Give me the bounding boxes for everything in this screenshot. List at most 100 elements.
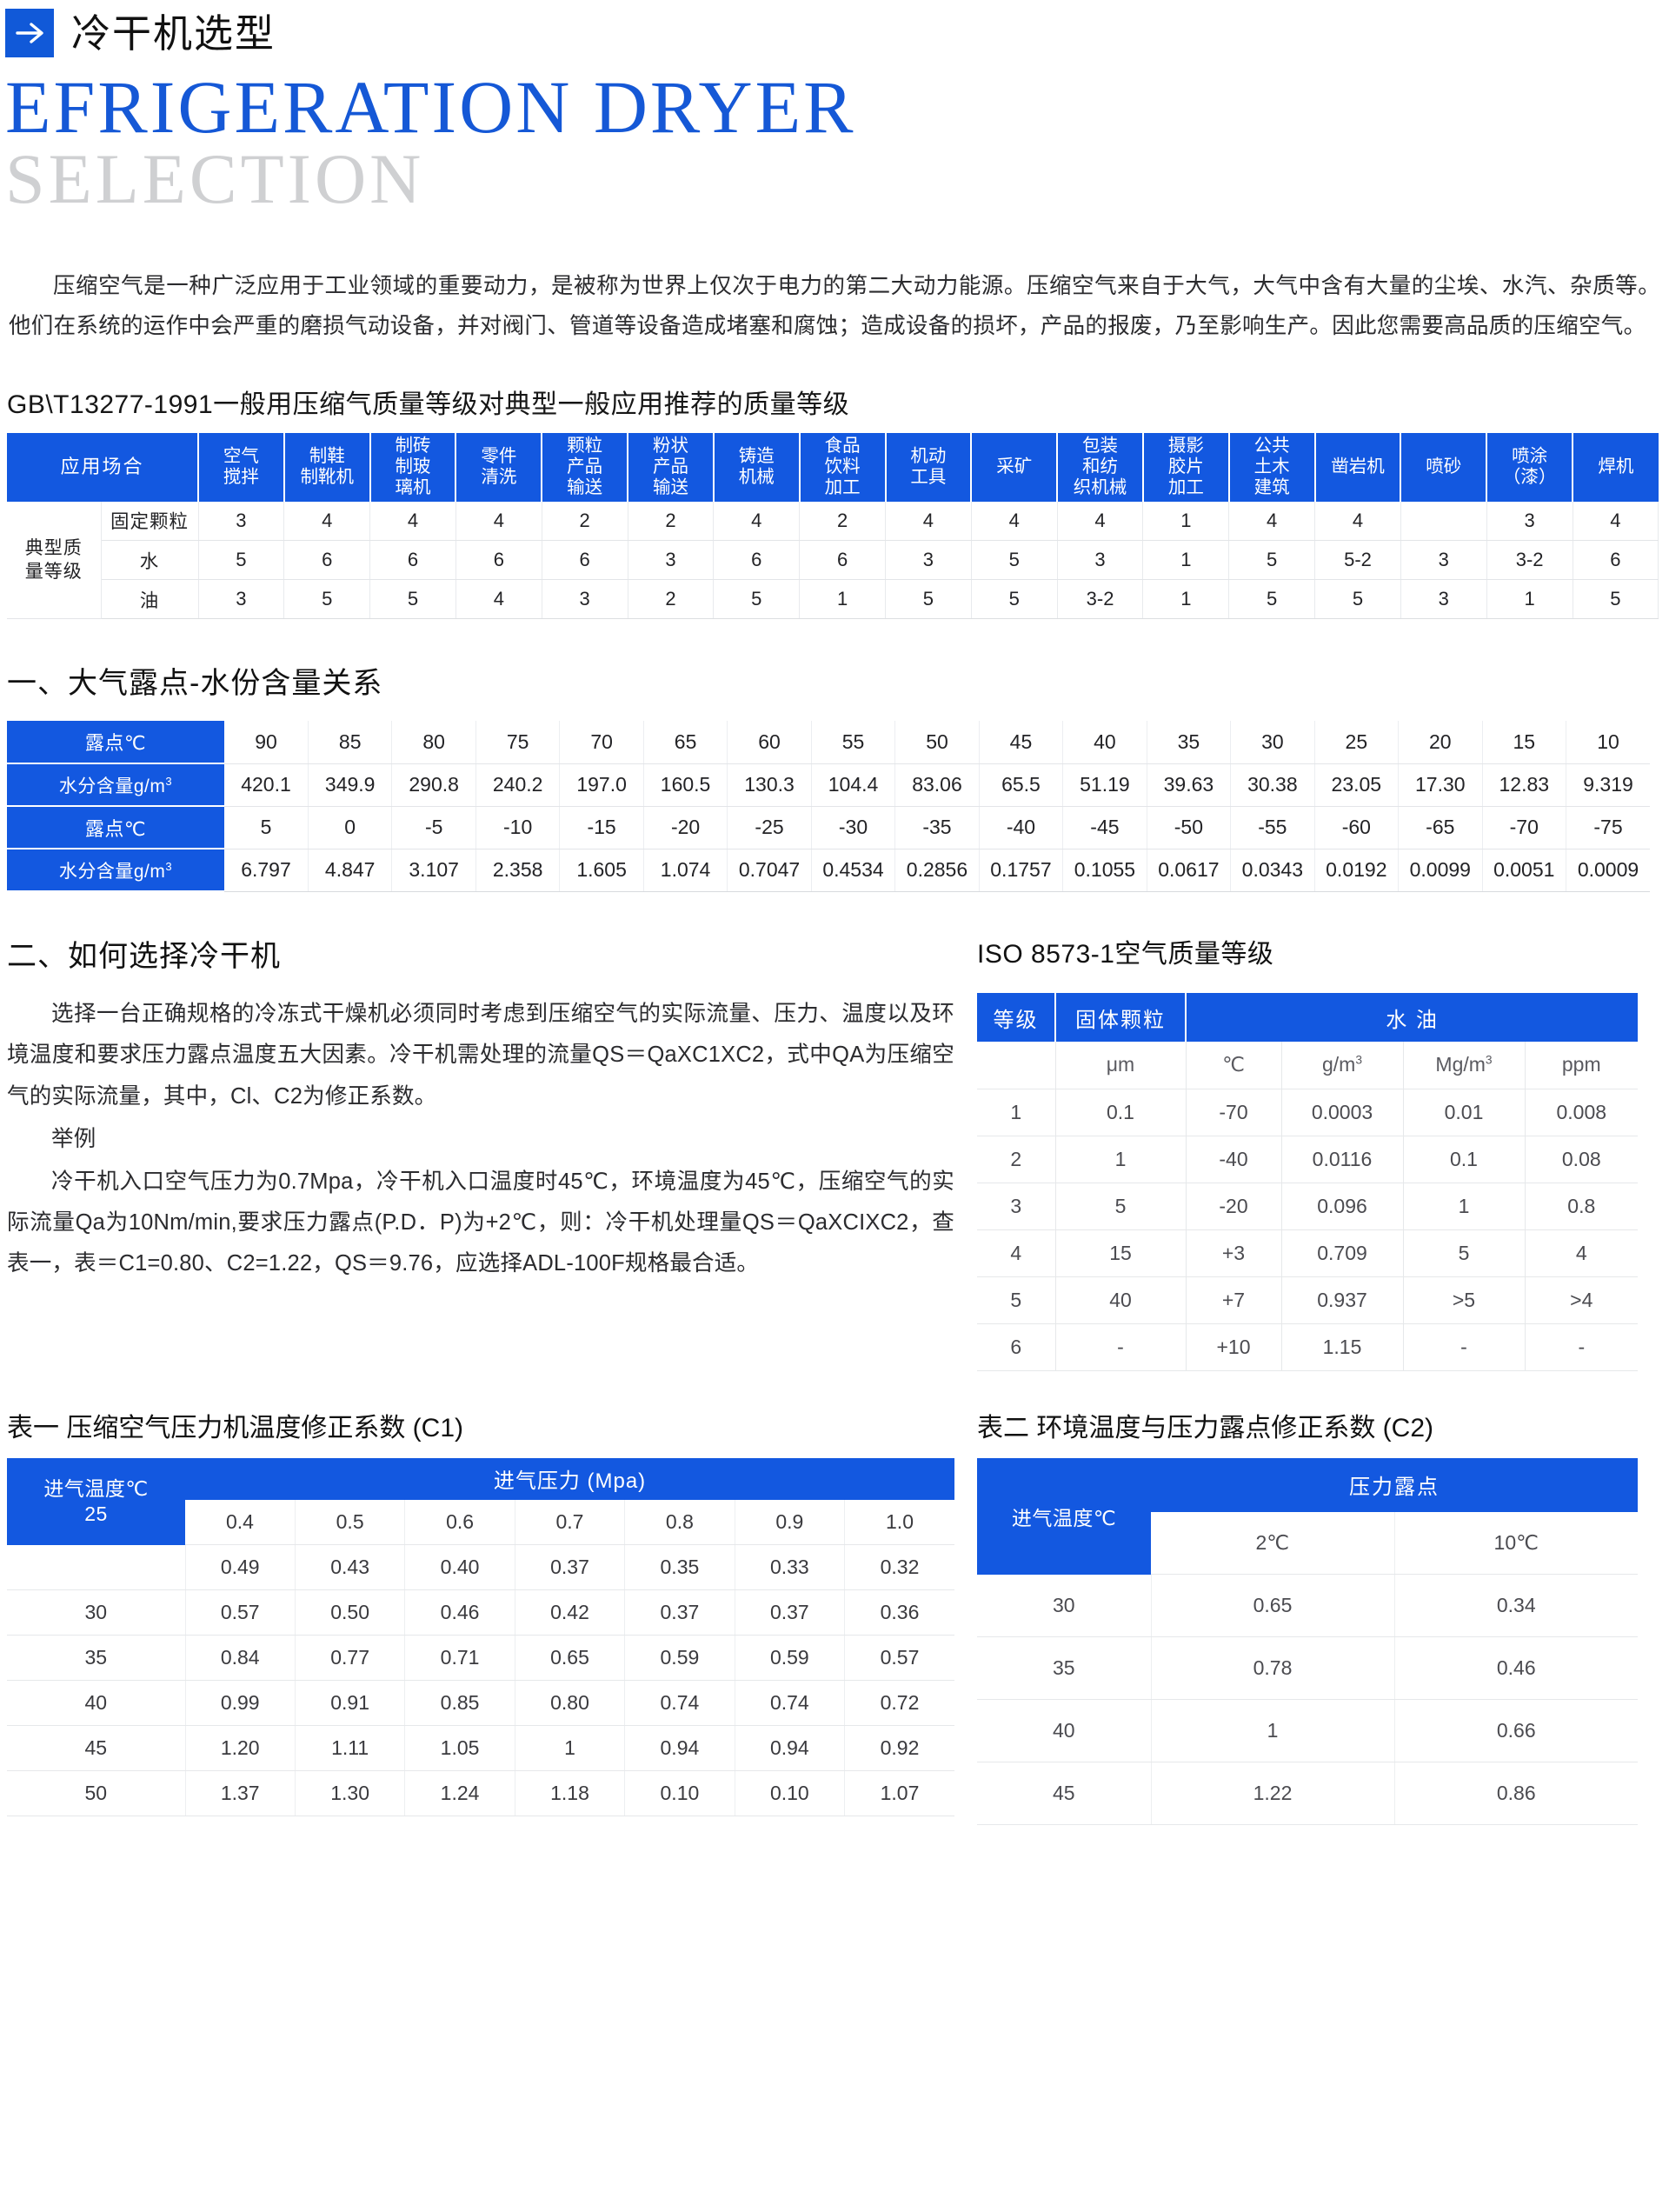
cell: 0.1055	[1062, 849, 1147, 892]
cell: 5	[369, 579, 456, 620]
cell: 0.10	[735, 1770, 846, 1817]
cell: 0.8	[1524, 1183, 1639, 1230]
table-row: 水分含量g/m3 420.1 349.9 290.8 240.2 197.0 160.5 13…	[7, 763, 1650, 808]
table-header-row: 应用场合 空气 搅拌 制鞋 制靴机 制砖 制玻 璃机 零件 清洗 颗粒 产品 输送 粉状 产品 输送 铸造 机械…	[7, 433, 1659, 502]
cell: 5	[971, 540, 1058, 581]
iso-units-row: μm ℃ g/m3 Mg/m3 ppm	[977, 1042, 1639, 1089]
cell: 3	[1486, 501, 1573, 542]
cell: 0.937	[1280, 1276, 1403, 1324]
section-two-heading: 二、如何选择冷干机	[7, 940, 281, 974]
table-row: 1 0.1 -70 0.0003 0.01 0.008	[977, 1089, 1639, 1136]
c2-temp: 30	[977, 1574, 1152, 1638]
cell: 55	[811, 721, 896, 764]
cell: -	[1524, 1323, 1639, 1371]
col-header-13: 公共 土木 建筑	[1228, 433, 1316, 502]
cell: 0.99	[185, 1680, 296, 1727]
table-row: 典型质 量等级 固定颗粒 3 4 4 4 2 2 4 2 4 4 4 1 4 4 3 4	[7, 501, 1659, 620]
cell: 0.7047	[727, 849, 812, 892]
cell: >4	[1524, 1276, 1639, 1324]
cell: 12.83	[1482, 763, 1567, 807]
arrow-right-icon	[5, 9, 54, 57]
cell: 4	[1524, 1229, 1639, 1277]
cell: -45	[1062, 806, 1147, 849]
cell: 0.35	[624, 1544, 735, 1591]
cell: 1.074	[643, 849, 728, 892]
c1-pressure-row: 0.4 0.5 0.6 0.7 0.8 0.9 1.0	[7, 1499, 954, 1546]
cell: 1.22	[1151, 1762, 1395, 1826]
intro-paragraph: 压缩空气是一种广泛应用于工业领域的重要动力，是被称为世界上仅次于电力的第二大动力…	[9, 274, 1660, 338]
cell: 0.0343	[1230, 849, 1315, 892]
cell: 15	[1054, 1229, 1186, 1277]
cell: 290.8	[391, 763, 476, 807]
cell: 85	[308, 721, 393, 764]
cell: -20	[643, 806, 728, 849]
table-row: 4 15 +3 0.709 5 4	[977, 1229, 1639, 1277]
cell: 0.33	[735, 1544, 846, 1591]
section-two-left: 二、如何选择冷干机 选择一台正确规格的冷冻式干燥机必须同时考虑到压缩空气的实际流…	[7, 892, 954, 1286]
cell: 0.85	[404, 1680, 515, 1727]
cell: 51.19	[1062, 763, 1147, 807]
cell: 1.30	[295, 1770, 406, 1817]
cell: 2	[799, 501, 887, 542]
table-row: 3 5 -20 0.096 1 0.8	[977, 1183, 1639, 1230]
cell: 0.0116	[1280, 1136, 1403, 1183]
table-row: 6- +10 1.15- -	[977, 1323, 1639, 1371]
cell: 5	[1228, 579, 1316, 620]
cell: 0.59	[735, 1635, 846, 1682]
cell: 0.34	[1394, 1574, 1638, 1638]
cell: 3	[628, 540, 715, 581]
cell: -55	[1230, 806, 1315, 849]
table-row: 45 1.20 1.11 1.05 1 0.94 0.94 0.92	[7, 1725, 954, 1772]
table-row: 5 40 +7 0.937 >5 >4	[977, 1276, 1639, 1324]
cell: 3	[198, 501, 285, 542]
cell: 5	[971, 579, 1058, 620]
cell: 17.30	[1398, 763, 1483, 807]
table-row: 40 1 0.66	[977, 1699, 1638, 1763]
cell: 0.0009	[1566, 849, 1650, 892]
cell: 3	[542, 579, 628, 620]
c2-header-row: 进气温度℃ 压力露点	[977, 1457, 1638, 1575]
cell: 1	[977, 1089, 1055, 1136]
cell: 0.4534	[811, 849, 896, 892]
table-row: 水 5 6 6 6 6 3 6 6 3 5 3 1 5 5-2 3 3-2 6	[7, 540, 1659, 581]
cell: 1.15	[1280, 1323, 1403, 1371]
c1-temp: 30	[7, 1589, 186, 1636]
cell: 0.1757	[979, 849, 1064, 892]
cell: 2	[628, 501, 715, 542]
c1-pressure-4: 0.7	[515, 1499, 626, 1546]
table-row: 露点℃ 90 85 80 75 70 65 60 55 50 45 40 35 30 25 20 15 10	[7, 721, 1650, 765]
col-header-5: 颗粒 产品 输送	[542, 433, 629, 502]
cell: 3	[1057, 540, 1144, 581]
cell: 6.797	[224, 849, 309, 892]
cell: -70	[1185, 1089, 1281, 1136]
col-header-2: 制鞋 制靴机	[283, 433, 371, 502]
c1-pressure-5: 0.8	[624, 1499, 735, 1546]
cell: 0.37	[624, 1589, 735, 1636]
cell	[1400, 501, 1487, 542]
cell: -5	[391, 806, 476, 849]
col-header-14: 凿岩机	[1314, 433, 1402, 502]
iso-header-row: 等级 固体颗粒 水 油	[977, 993, 1639, 1043]
c2-top-header: 压力露点	[1151, 1457, 1638, 1512]
cell: -30	[811, 806, 896, 849]
cell: 0.0617	[1147, 849, 1232, 892]
cell: 0.0099	[1398, 849, 1483, 892]
page-title: EFRIGERATION DRYER	[5, 65, 856, 149]
c1-pressure-7: 1.0	[844, 1499, 954, 1546]
application-quality-grade-table: 应用场合 空气 搅拌 制鞋 制靴机 制砖 制玻 璃机 零件 清洗 颗粒 产品 输送 粉状 产品 输送 铸造 机械…	[7, 433, 1659, 620]
cell: 130.3	[727, 763, 812, 807]
cell: 0.80	[515, 1680, 626, 1727]
cell: 23.05	[1314, 763, 1400, 807]
cell: -15	[559, 806, 644, 849]
row-header: 露点℃	[7, 806, 224, 850]
col-header-17: 焊机	[1573, 433, 1659, 502]
c1-pressure-6: 0.9	[735, 1499, 846, 1546]
cell: 1	[1486, 579, 1573, 620]
cell: 15	[1482, 721, 1567, 764]
cell: 20	[1398, 721, 1483, 764]
dewpoint-moisture-table: 露点℃ 90 85 80 75 70 65 60 55 50 45 40 35 30 25 20 15 10 水分含…	[7, 721, 1650, 893]
c2-temp: 35	[977, 1636, 1152, 1701]
cell: 1	[1402, 1183, 1525, 1230]
cell: 6	[283, 540, 371, 581]
cell: 0.59	[624, 1635, 735, 1682]
